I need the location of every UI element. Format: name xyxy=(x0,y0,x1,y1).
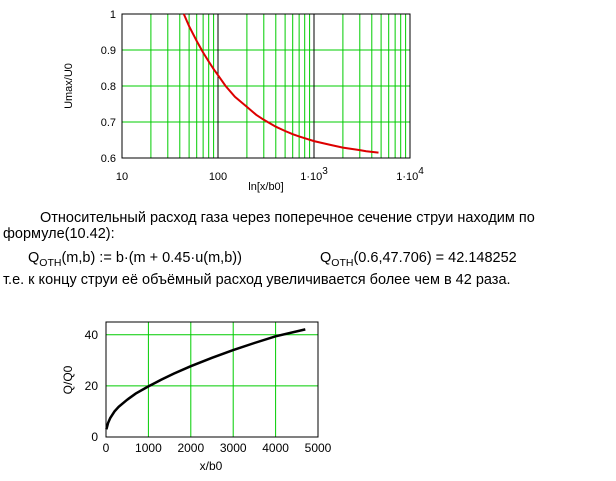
formula-eval-subscript: OTH xyxy=(331,257,354,269)
flow-ratio-chart: 0 20 40 0 1000 2000 3000 4000 5000 x/b0 Q/Q0 xyxy=(61,321,332,473)
plot-frame xyxy=(105,321,319,438)
x-axis-label: x/b0 xyxy=(200,459,223,473)
y-tick-label: 1 xyxy=(110,9,116,21)
y-tick-label: 40 xyxy=(85,328,99,342)
umax-series-line xyxy=(182,13,379,154)
formula-eval-expression: (0.6,47.706) = 42.148252 xyxy=(353,250,517,266)
y-axis-label: Q/Q0 xyxy=(61,365,75,394)
x-tick-label: 0 xyxy=(103,441,110,455)
y-tick-label: 0.7 xyxy=(101,117,116,129)
x-tick-label: 4000 xyxy=(262,441,289,455)
x-tick-label: 100 xyxy=(209,171,227,183)
formula-definition: QOTH(m,b) := b·(m + 0.45·u(m,b)) xyxy=(28,249,242,269)
x-tick-label: 3000 xyxy=(220,441,247,455)
paragraph-line-2: формуле(10.42): xyxy=(3,226,115,242)
x-axis-label: ln[x/b0] xyxy=(248,181,283,193)
y-axis-label: Umax/U0 xyxy=(63,63,75,109)
conclusion-text: т.е. к концу струи её объёмный расход ув… xyxy=(3,272,511,288)
formula-eval-symbol: Q xyxy=(320,250,332,266)
umax-ratio-chart: 0.6 0.7 0.8 0.9 1 10 100 1·103 1·104 ln[x/b0] Umax… xyxy=(63,9,424,193)
x-tick-label: 5000 xyxy=(305,441,332,455)
y-tick-label: 0.8 xyxy=(101,81,116,93)
y-tick-label: 0 xyxy=(91,430,98,444)
y-tick-label: 20 xyxy=(85,379,99,393)
x-tick-label: 10 xyxy=(116,171,128,183)
formula-def-expression: (m,b) := b·(m + 0.45·u(m,b)) xyxy=(61,250,242,266)
y-tick-label: 0.9 xyxy=(101,45,116,57)
x-tick-label: 2000 xyxy=(177,441,204,455)
plot-background xyxy=(106,322,318,437)
formula-evaluation: QOTH(0.6,47.706) = 42.148252 xyxy=(320,249,517,269)
formula-def-subscript: OTH xyxy=(39,257,62,269)
flow-series-line xyxy=(105,328,306,430)
x-tick-label: 1000 xyxy=(135,441,162,455)
formula-def-symbol: Q xyxy=(28,250,40,266)
x-tick-label: 1·103 xyxy=(300,166,328,183)
plot-frame xyxy=(121,13,411,159)
x-tick-label: 1·104 xyxy=(396,166,424,183)
paragraph-line-1: Относительный расход газа через поперечн… xyxy=(40,210,535,226)
y-tick-label: 0.6 xyxy=(101,153,116,165)
